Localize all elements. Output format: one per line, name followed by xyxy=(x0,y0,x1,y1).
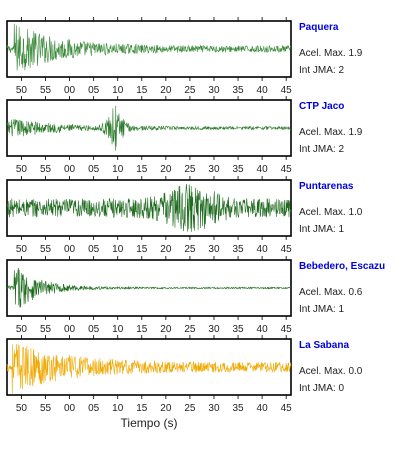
panel-4: 50 55 00 05 10 15 20 25 30 35 40 45 Bebedero, Escazu… xyxy=(6,256,385,335)
station-name: Bebedero, Escazu xyxy=(299,261,385,272)
x-tick-label: 05 xyxy=(88,324,100,335)
jma-intensity-label: Int JMA: 1 xyxy=(299,304,344,315)
x-tick-label: 05 xyxy=(88,244,100,255)
x-tick-label: 55 xyxy=(40,244,52,255)
x-tick-label: 55 xyxy=(40,324,52,335)
x-tick-label: 45 xyxy=(281,403,293,414)
x-tick-label: 40 xyxy=(257,244,269,255)
x-tick-label: 10 xyxy=(112,324,124,335)
x-tick-label: 50 xyxy=(16,244,28,255)
panel-1: 50 55 00 05 10 15 20 25 30 35 40 45 Paquera Acel. Max… xyxy=(6,17,363,96)
x-tick-label: 10 xyxy=(112,244,124,255)
x-tick-label: 45 xyxy=(281,85,293,96)
x-axis-label: Tiempo (s) xyxy=(121,416,178,430)
x-tick-label: 20 xyxy=(160,324,172,335)
x-tick-label: 10 xyxy=(112,164,124,175)
x-tick-label: 45 xyxy=(281,324,293,335)
x-tick-label: 00 xyxy=(64,244,76,255)
accel-max-label: Acel. Max. 1.9 xyxy=(299,48,363,59)
waveform-3 xyxy=(6,183,292,232)
x-tick-label: 15 xyxy=(136,85,148,96)
station-name: Puntarenas xyxy=(299,181,354,192)
x-tick-label: 50 xyxy=(16,85,28,96)
jma-intensity-label: Int JMA: 1 xyxy=(299,224,344,235)
x-tick-label: 30 xyxy=(208,244,220,255)
x-tick-label: 25 xyxy=(184,244,196,255)
x-tick-label: 15 xyxy=(136,164,148,175)
accel-max-label: Acel. Max. 0.6 xyxy=(299,287,363,298)
x-tick-label: 15 xyxy=(136,324,148,335)
x-tick-label: 15 xyxy=(136,244,148,255)
x-tick-label: 30 xyxy=(208,85,220,96)
x-tick-label: 20 xyxy=(160,403,172,414)
x-tick-label: 35 xyxy=(232,85,244,96)
x-tick-label: 55 xyxy=(40,164,52,175)
panels-group: 50 55 00 05 10 15 20 25 30 35 40 45 Paquera Acel. Max… xyxy=(6,17,385,414)
accel-max-label: Acel. Max. 1.0 xyxy=(299,207,363,218)
waveform-4 xyxy=(6,267,292,308)
x-tick-label: 40 xyxy=(257,324,269,335)
x-tick-label: 00 xyxy=(64,324,76,335)
panel-3: 50 55 00 05 10 15 20 25 30 35 40 45 Puntarenas Acel. … xyxy=(6,176,363,255)
x-tick-label: 30 xyxy=(208,164,220,175)
x-tick-label: 00 xyxy=(64,85,76,96)
station-name: CTP Jaco xyxy=(299,101,344,112)
panel-2: 50 55 00 05 10 15 20 25 30 35 40 45 CTP Jaco Acel. Ma… xyxy=(6,96,363,175)
x-tick-label: 35 xyxy=(232,244,244,255)
x-tick-label: 00 xyxy=(64,164,76,175)
x-tick-label: 05 xyxy=(88,403,100,414)
x-tick-label: 10 xyxy=(112,85,124,96)
x-tick-label: 55 xyxy=(40,403,52,414)
waveform-1 xyxy=(6,23,292,71)
x-tick-label: 20 xyxy=(160,244,172,255)
x-tick-label: 30 xyxy=(208,403,220,414)
x-tick-label: 45 xyxy=(281,244,293,255)
x-tick-label: 40 xyxy=(257,403,269,414)
x-tick-label: 35 xyxy=(232,403,244,414)
x-tick-label: 15 xyxy=(136,403,148,414)
x-tick-label: 05 xyxy=(88,85,100,96)
waveform-2 xyxy=(6,105,292,151)
x-tick-label: 40 xyxy=(257,164,269,175)
x-tick-label: 25 xyxy=(184,85,196,96)
station-name: Paquera xyxy=(299,22,339,33)
accel-max-label: Acel. Max. 0.0 xyxy=(299,366,363,377)
x-tick-label: 25 xyxy=(184,403,196,414)
jma-intensity-label: Int JMA: 2 xyxy=(299,144,344,155)
x-tick-label: 55 xyxy=(40,85,52,96)
x-tick-label: 10 xyxy=(112,403,124,414)
x-tick-label: 20 xyxy=(160,85,172,96)
x-tick-label: 05 xyxy=(88,164,100,175)
x-tick-label: 25 xyxy=(184,164,196,175)
x-tick-label: 35 xyxy=(232,324,244,335)
x-tick-label: 50 xyxy=(16,324,28,335)
jma-intensity-label: Int JMA: 0 xyxy=(299,383,344,394)
x-tick-label: 50 xyxy=(16,403,28,414)
x-tick-label: 25 xyxy=(184,324,196,335)
x-tick-label: 20 xyxy=(160,164,172,175)
x-tick-label: 45 xyxy=(281,164,293,175)
waveform-5 xyxy=(6,343,292,394)
x-tick-label: 30 xyxy=(208,324,220,335)
x-tick-label: 40 xyxy=(257,85,269,96)
accel-max-label: Acel. Max. 1.9 xyxy=(299,127,363,138)
station-name: La Sabana xyxy=(299,340,349,351)
x-tick-label: 00 xyxy=(64,403,76,414)
jma-intensity-label: Int JMA: 2 xyxy=(299,65,344,76)
panel-5: 50 55 00 05 10 15 20 25 30 35 40 45 La Sabana Acel. M… xyxy=(6,335,363,414)
x-tick-label: 50 xyxy=(16,164,28,175)
x-tick-label: 35 xyxy=(232,164,244,175)
